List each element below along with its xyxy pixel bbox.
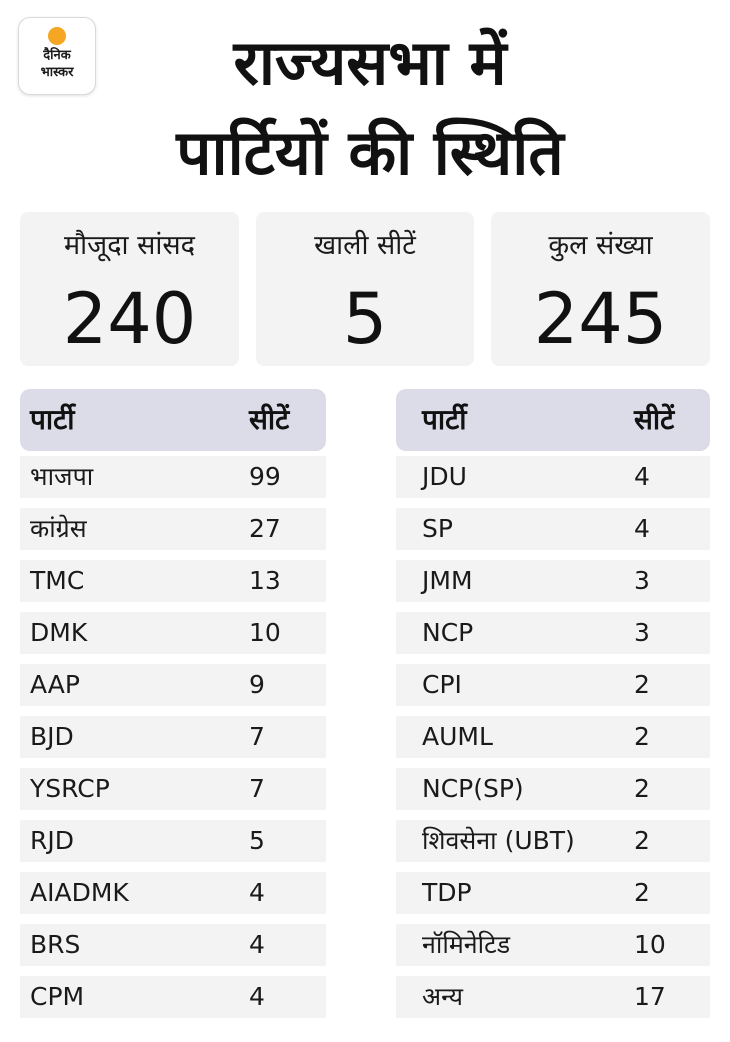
sun-icon: [48, 27, 66, 45]
seat-count: 99: [249, 462, 281, 491]
brand-logo: दैनिक भास्कर: [18, 17, 96, 95]
table-row: कांग्रेस 27: [20, 508, 326, 550]
seat-count: 7: [249, 722, 265, 751]
seat-count: 5: [249, 826, 265, 855]
party-name: CPI: [422, 670, 462, 699]
party-name: AAP: [30, 670, 80, 699]
table-row: भाजपा 99: [20, 456, 326, 498]
stat-label: मौजूदा सांसद: [64, 230, 195, 261]
seat-count: 2: [634, 722, 650, 751]
seat-count: 9: [249, 670, 265, 699]
table-row: TDP 2: [396, 872, 710, 914]
table-row: RJD 5: [20, 820, 326, 862]
seat-count: 4: [634, 514, 650, 543]
table-header: पार्टी सीटें: [396, 389, 710, 451]
seat-count: 2: [634, 774, 650, 803]
seat-count: 4: [249, 878, 265, 907]
table-row: नॉमिनेटिड 10: [396, 924, 710, 966]
seat-count: 27: [249, 514, 281, 543]
party-name: BJD: [30, 722, 74, 751]
table-row: अन्य 17: [396, 976, 710, 1018]
header-party: पार्टी: [30, 403, 75, 436]
party-name: DMK: [30, 618, 88, 647]
table-row: AUML 2: [396, 716, 710, 758]
header-seats: सीटें: [634, 403, 675, 436]
party-name: TDP: [422, 878, 472, 907]
party-name: JMM: [422, 566, 473, 595]
party-name: CPM: [30, 982, 85, 1011]
table-row: JDU 4: [396, 456, 710, 498]
party-table-left: पार्टी सीटें भाजपा 99 कांग्रेस 27 TMC 13 DM…: [20, 389, 326, 1028]
party-name: TMC: [30, 566, 85, 595]
party-name: SP: [422, 514, 453, 543]
seat-count: 4: [249, 930, 265, 959]
seat-count: 3: [634, 566, 650, 595]
party-name: JDU: [422, 462, 467, 491]
logo-text-line2: भास्कर: [40, 65, 74, 80]
table-row: DMK 10: [20, 612, 326, 654]
seat-count: 2: [634, 670, 650, 699]
table-row: TMC 13: [20, 560, 326, 602]
seat-count: 7: [249, 774, 265, 803]
seat-count: 2: [634, 878, 650, 907]
seat-count: 3: [634, 618, 650, 647]
table-row: YSRCP 7: [20, 768, 326, 810]
seat-count: 17: [634, 982, 666, 1011]
page-title-line1: राज्यसभा में: [233, 26, 507, 99]
party-name: नॉमिनेटिड: [422, 930, 511, 959]
header-party: पार्टी: [422, 403, 467, 436]
seat-count: 13: [249, 566, 281, 595]
table-row: CPI 2: [396, 664, 710, 706]
party-name: AUML: [422, 722, 493, 751]
stat-card-total-strength: कुल संख्या 245: [491, 212, 710, 366]
party-name: कांग्रेस: [30, 514, 87, 543]
party-name: AIADMK: [30, 878, 129, 907]
seat-count: 2: [634, 826, 650, 855]
table-row: JMM 3: [396, 560, 710, 602]
seat-count: 10: [249, 618, 281, 647]
stat-label: खाली सीटें: [314, 230, 416, 261]
stat-value: 5: [342, 278, 388, 360]
table-row: CPM 4: [20, 976, 326, 1018]
party-name: NCP: [422, 618, 474, 647]
table-row: AAP 9: [20, 664, 326, 706]
stat-label: कुल संख्या: [548, 230, 653, 261]
table-header: पार्टी सीटें: [20, 389, 326, 451]
table-row: BJD 7: [20, 716, 326, 758]
seat-count: 4: [249, 982, 265, 1011]
table-row: शिवसेना (UBT) 2: [396, 820, 710, 862]
party-name: NCP(SP): [422, 774, 524, 803]
party-name: शिवसेना (UBT): [422, 826, 575, 855]
table-row: NCP 3: [396, 612, 710, 654]
seat-count: 10: [634, 930, 666, 959]
table-row: AIADMK 4: [20, 872, 326, 914]
table-row: SP 4: [396, 508, 710, 550]
party-name: RJD: [30, 826, 74, 855]
party-name: BRS: [30, 930, 81, 959]
party-name: YSRCP: [30, 774, 110, 803]
stat-card-current-mps: मौजूदा सांसद 240: [20, 212, 239, 366]
table-row: NCP(SP) 2: [396, 768, 710, 810]
header-seats: सीटें: [249, 403, 290, 436]
stat-value: 240: [62, 278, 197, 360]
stat-card-vacant-seats: खाली सीटें 5: [256, 212, 474, 366]
party-table-right: पार्टी सीटें JDU 4 SP 4 JMM 3 NCP 3 CPI 2 AUM…: [396, 389, 710, 1028]
stat-value: 245: [533, 278, 668, 360]
seat-count: 4: [634, 462, 650, 491]
party-name: अन्य: [422, 982, 463, 1011]
party-name: भाजपा: [30, 462, 94, 491]
table-row: BRS 4: [20, 924, 326, 966]
page-title-line2: पार्टियों की स्थिति: [176, 116, 564, 189]
logo-text-line1: दैनिक: [43, 48, 71, 63]
